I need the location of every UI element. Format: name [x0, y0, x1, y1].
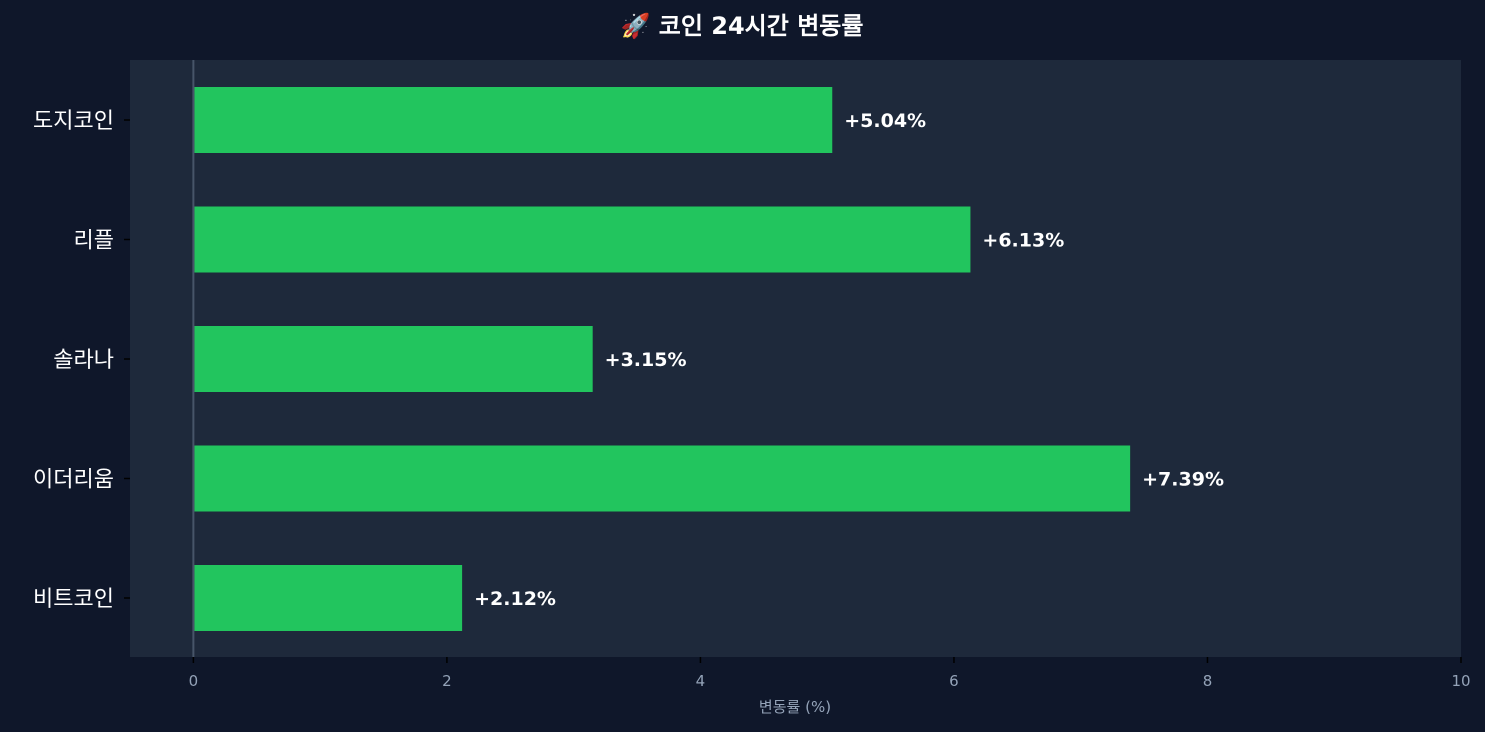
- bar-value-label: +2.12%: [474, 588, 556, 610]
- x-tick-label: 6: [949, 672, 959, 690]
- x-tick-label: 4: [696, 672, 706, 690]
- bar-value-label: +3.15%: [605, 349, 687, 371]
- bar-value-label: +5.04%: [844, 110, 926, 132]
- bar: [194, 87, 833, 153]
- y-category-label: 이더리움: [33, 468, 114, 493]
- x-tick-label: 8: [1203, 672, 1213, 690]
- value-labels-group: +5.04% +6.13% +3.15% +7.39% +2.12%: [474, 110, 1224, 610]
- bar: [194, 206, 971, 273]
- y-category-label: 도지코인: [33, 109, 114, 134]
- bar: [194, 565, 463, 631]
- x-tick-label: 10: [1451, 672, 1470, 690]
- y-category-label: 리플: [74, 229, 114, 254]
- x-axis-label: 변동률 (%): [759, 698, 831, 716]
- bars-group: [194, 87, 1131, 631]
- y-category-label: 비트코인: [33, 587, 114, 612]
- chart-title: 🚀 코인 24시간 변동률: [621, 12, 864, 40]
- x-tick-label: 2: [442, 672, 452, 690]
- bar-value-label: +6.13%: [982, 230, 1064, 252]
- bar: [194, 445, 1131, 512]
- bar-value-label: +7.39%: [1142, 469, 1224, 491]
- x-tick-label: 0: [189, 672, 199, 690]
- x-axis-ticks: 0 2 4 6 8 10: [189, 657, 1471, 690]
- y-category-label: 솔라나: [53, 348, 114, 373]
- bar: [194, 326, 593, 392]
